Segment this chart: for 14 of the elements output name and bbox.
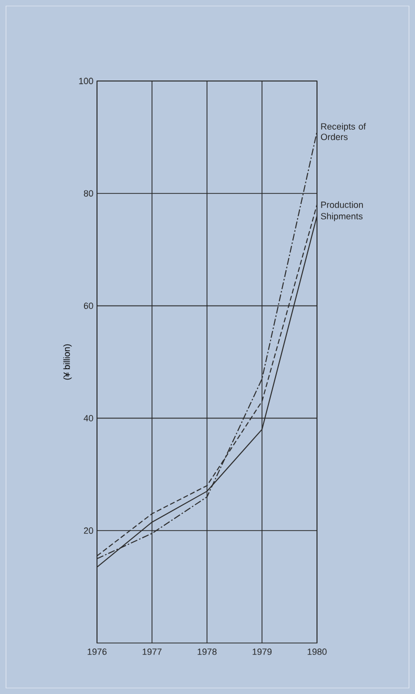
y-tick-label: 20: [84, 527, 94, 534]
x-tick-label: 1976: [88, 648, 107, 655]
series-label: Shipments: [320, 212, 363, 222]
y-tick-label: 100: [79, 78, 94, 84]
y-tick-label: 80: [84, 190, 94, 197]
x-tick-label: 1978: [198, 648, 217, 655]
series-label: Receipts of Orders: [320, 123, 366, 140]
x-tick-label: 1980: [308, 648, 327, 655]
y-tick-label: 60: [84, 302, 94, 309]
y-tick-label: 40: [84, 415, 94, 422]
x-tick-label: 1979: [252, 648, 272, 655]
x-tick-label: 1977: [142, 648, 162, 655]
y-axis-title: (¥ billion): [63, 344, 72, 380]
series-label: Production: [321, 201, 363, 208]
